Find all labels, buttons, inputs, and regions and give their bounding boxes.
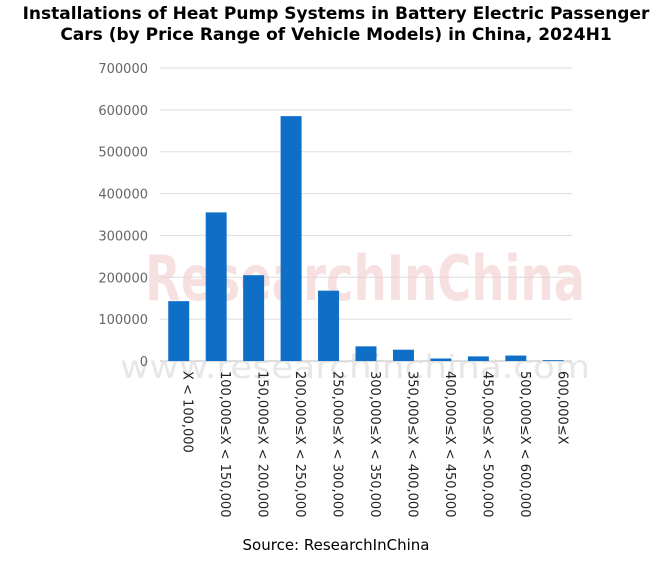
x-category-label: 450,000≤X < 500,000 [479, 371, 494, 517]
bar [243, 275, 265, 361]
chart-title-line-2: Cars (by Price Range of Vehicle Models) … [60, 25, 612, 45]
x-category-label: 400,000≤X < 450,000 [442, 371, 457, 517]
bar [392, 349, 414, 361]
chart-title-line-1: Installations of Heat Pump Systems in Ba… [22, 4, 650, 24]
y-tick-label: 0 [140, 355, 148, 370]
bars [168, 116, 564, 361]
x-category-label: 200,000≤X < 250,000 [292, 371, 307, 517]
x-category-label: X < 100,000 [180, 371, 195, 453]
bar [430, 358, 452, 361]
y-tick-label: 500000 [98, 146, 148, 161]
grid-lines [160, 67, 572, 362]
bar [505, 355, 527, 361]
bar [168, 301, 190, 361]
x-category-label: 150,000≤X < 200,000 [255, 371, 270, 517]
x-category-label: 500,000≤X < 600,000 [517, 371, 532, 517]
y-tick-label: 100000 [98, 313, 148, 328]
y-tick-label: 600000 [98, 104, 148, 119]
x-category-label: 300,000≤X < 350,000 [367, 371, 382, 517]
y-tick-label: 200000 [98, 271, 148, 286]
y-tick-label: 300000 [98, 229, 148, 244]
y-axis-ticks: 0 100000 200000 300000 400000 500000 600000 700… [98, 62, 148, 370]
watermark-sub-text: www.researchinchina.com [120, 348, 590, 386]
bar [467, 356, 489, 361]
source-note: Source: ResearchInChina [242, 536, 430, 554]
watermark: ResearchInChina www.researchinchina.com [120, 242, 590, 386]
bar [205, 212, 227, 361]
bar [542, 360, 564, 361]
bar [355, 346, 377, 361]
x-category-label: 350,000≤X < 400,000 [404, 371, 419, 517]
y-tick-label: 400000 [98, 188, 148, 203]
y-tick-label: 700000 [98, 62, 148, 77]
x-axis-labels: X < 100,000 100,000≤X < 150,000 150,000≤X … [180, 371, 570, 517]
x-category-label: 250,000≤X < 300,000 [330, 371, 345, 517]
bar [318, 290, 340, 361]
x-category-label: 600,000≤X [554, 371, 569, 445]
chart-title: Installations of Heat Pump Systems in Ba… [0, 4, 672, 46]
bar [280, 116, 302, 361]
x-category-label: 100,000≤X < 150,000 [217, 371, 232, 517]
